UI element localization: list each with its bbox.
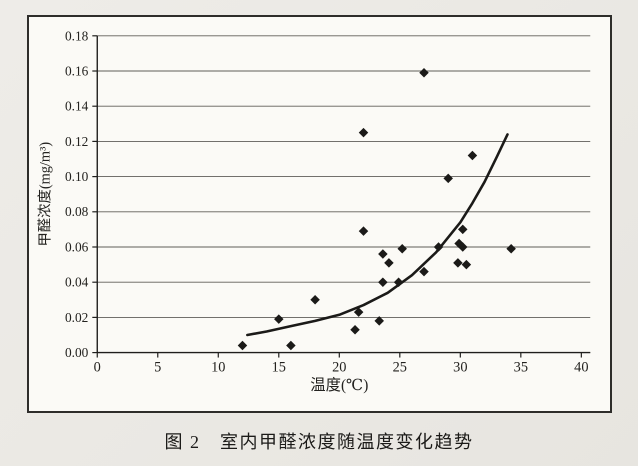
data-point-diamond bbox=[378, 277, 388, 287]
y-tick-label: 0.06 bbox=[65, 239, 89, 254]
data-point-diamond bbox=[419, 266, 429, 277]
figure-caption: 图 2 室内甲醛浓度随温度变化趋势 bbox=[164, 432, 474, 452]
data-point-diamond bbox=[374, 316, 384, 326]
data-point-diamond bbox=[419, 68, 429, 78]
y-tick-label: 0.08 bbox=[65, 204, 89, 219]
chart-frame: 0.00 0.02 0.04 0.06 0.08 0.10 0.12 0.14 0.16 0.18… bbox=[27, 15, 612, 413]
data-point-diamond bbox=[378, 249, 388, 259]
data-point-diamond bbox=[457, 224, 468, 235]
data-point-diamond bbox=[393, 277, 404, 287]
x-tick-label: 40 bbox=[574, 359, 588, 375]
data-point-diamond bbox=[397, 244, 407, 254]
data-point-diamond bbox=[358, 127, 369, 138]
x-tick-label: 0 bbox=[94, 359, 101, 375]
data-point-diamond bbox=[353, 307, 364, 317]
y-tick-label: 0.10 bbox=[65, 169, 89, 184]
data-point-diamond bbox=[467, 150, 478, 161]
y-tick-label: 0.18 bbox=[65, 28, 89, 43]
data-point-diamond bbox=[443, 173, 453, 184]
data-point-diamond bbox=[506, 244, 516, 254]
x-axis-title: 温度(℃) bbox=[310, 377, 368, 394]
trend-curve bbox=[246, 133, 509, 337]
x-tick-label: 10 bbox=[211, 359, 225, 375]
data-point-diamond bbox=[433, 242, 444, 252]
data-point-diamond bbox=[274, 314, 284, 324]
data-point-diamond bbox=[384, 258, 394, 268]
x-tick-label: 25 bbox=[393, 359, 407, 375]
data-point-diamond bbox=[350, 324, 360, 335]
y-tick-label: 0.02 bbox=[65, 310, 88, 325]
x-tick-label: 30 bbox=[453, 359, 467, 375]
data-point-diamond bbox=[358, 226, 369, 236]
y-tick-label: 0.04 bbox=[65, 275, 89, 290]
y-tick-label: 0.12 bbox=[65, 134, 88, 149]
x-tick-label: 15 bbox=[272, 359, 286, 375]
y-tick-label: 0.14 bbox=[65, 99, 89, 114]
y-axis-title: 甲醛浓度(mg/m³) bbox=[37, 142, 54, 247]
data-point-diamond bbox=[454, 238, 464, 249]
x-tick-label: 35 bbox=[514, 359, 528, 375]
data-point-diamond bbox=[286, 340, 296, 351]
x-tick-label: 20 bbox=[332, 359, 346, 375]
y-tick-label: 0.16 bbox=[65, 63, 89, 78]
data-point-diamond bbox=[453, 258, 463, 268]
x-tick-label: 5 bbox=[154, 359, 161, 375]
data-point-diamond bbox=[461, 259, 472, 270]
data-point-diamond bbox=[457, 242, 468, 252]
data-point-diamond bbox=[310, 295, 320, 305]
data-point-diamond bbox=[237, 340, 248, 351]
y-tick-label: 0.00 bbox=[65, 345, 89, 360]
scatter-chart: 0.00 0.02 0.04 0.06 0.08 0.10 0.12 0.14 0.16 0.18… bbox=[37, 28, 591, 394]
